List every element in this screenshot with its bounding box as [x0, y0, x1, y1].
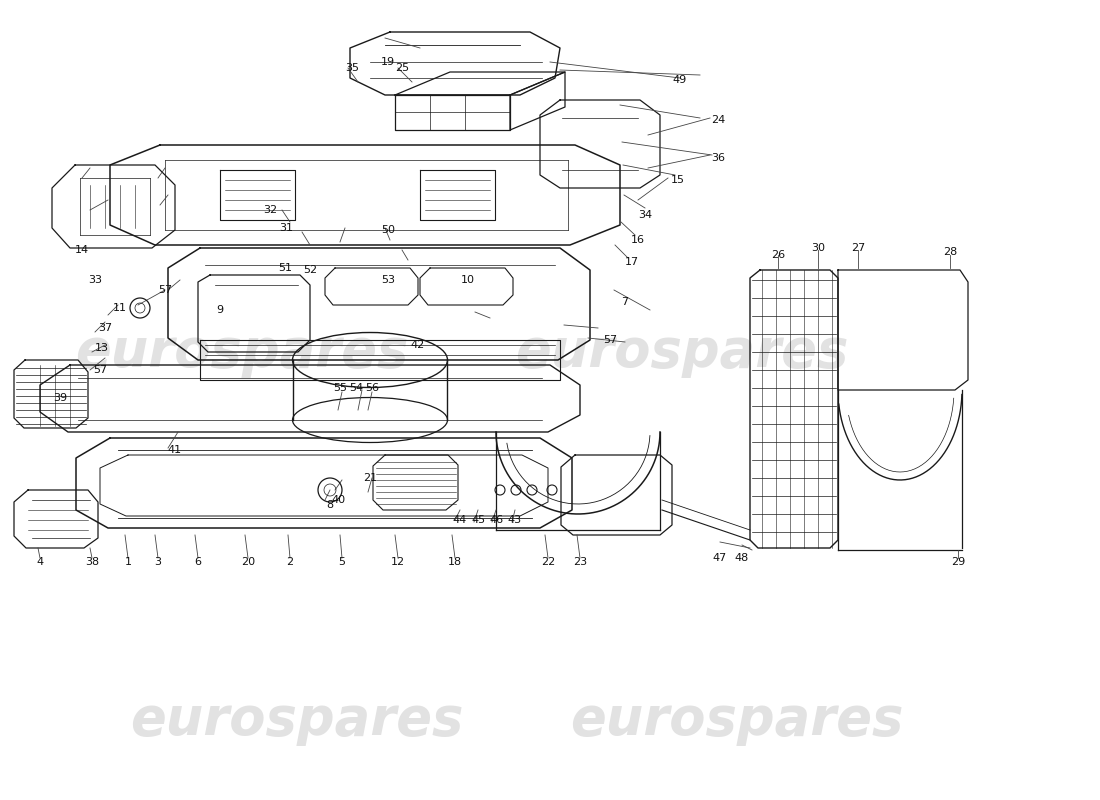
Text: eurospares: eurospares — [130, 694, 464, 746]
Text: 41: 41 — [168, 445, 183, 455]
Text: 3: 3 — [154, 557, 162, 567]
Text: 1: 1 — [124, 557, 132, 567]
Text: 50: 50 — [381, 225, 395, 235]
Text: 5: 5 — [339, 557, 345, 567]
Text: 52: 52 — [302, 265, 317, 275]
Text: 38: 38 — [85, 557, 99, 567]
Text: 9: 9 — [217, 305, 223, 315]
Text: eurospares: eurospares — [570, 694, 904, 746]
Text: 36: 36 — [711, 153, 725, 163]
Text: 45: 45 — [471, 515, 485, 525]
Text: 32: 32 — [263, 205, 277, 215]
Text: 30: 30 — [811, 243, 825, 253]
Text: 12: 12 — [390, 557, 405, 567]
Text: 14: 14 — [75, 245, 89, 255]
Text: 25: 25 — [395, 63, 409, 73]
Text: 57: 57 — [158, 285, 172, 295]
Text: 21: 21 — [363, 473, 377, 483]
Text: 34: 34 — [638, 210, 652, 220]
Text: 2: 2 — [286, 557, 294, 567]
Text: 6: 6 — [195, 557, 201, 567]
Text: 51: 51 — [278, 263, 292, 273]
Text: 43: 43 — [508, 515, 522, 525]
Text: 29: 29 — [950, 557, 965, 567]
Text: 15: 15 — [671, 175, 685, 185]
Text: 40: 40 — [331, 495, 345, 505]
Text: 57: 57 — [603, 335, 617, 345]
Text: 4: 4 — [36, 557, 44, 567]
Text: 10: 10 — [461, 275, 475, 285]
Text: 49: 49 — [673, 75, 688, 85]
Text: 37: 37 — [98, 323, 112, 333]
Text: 46: 46 — [488, 515, 503, 525]
Text: 28: 28 — [943, 247, 957, 257]
Text: 17: 17 — [625, 257, 639, 267]
Text: 47: 47 — [713, 553, 727, 563]
Text: 19: 19 — [381, 57, 395, 67]
Text: eurospares: eurospares — [75, 326, 409, 378]
Text: 18: 18 — [448, 557, 462, 567]
Text: 8: 8 — [327, 500, 333, 510]
Text: 39: 39 — [53, 393, 67, 403]
Text: 22: 22 — [541, 557, 556, 567]
Text: 27: 27 — [851, 243, 865, 253]
Text: 31: 31 — [279, 223, 293, 233]
Text: 44: 44 — [453, 515, 468, 525]
Text: 20: 20 — [241, 557, 255, 567]
Text: 35: 35 — [345, 63, 359, 73]
Text: 26: 26 — [771, 250, 785, 260]
Text: 13: 13 — [95, 343, 109, 353]
Text: 53: 53 — [381, 275, 395, 285]
Text: 56: 56 — [365, 383, 380, 393]
Text: 48: 48 — [735, 553, 749, 563]
Text: 57: 57 — [92, 365, 107, 375]
Text: 16: 16 — [631, 235, 645, 245]
Text: 11: 11 — [113, 303, 127, 313]
Text: eurospares: eurospares — [515, 326, 849, 378]
Text: 42: 42 — [411, 340, 425, 350]
Text: 24: 24 — [711, 115, 725, 125]
Text: 7: 7 — [621, 297, 628, 307]
Text: 55: 55 — [333, 383, 346, 393]
Text: 33: 33 — [88, 275, 102, 285]
Text: 54: 54 — [349, 383, 363, 393]
Text: 23: 23 — [573, 557, 587, 567]
